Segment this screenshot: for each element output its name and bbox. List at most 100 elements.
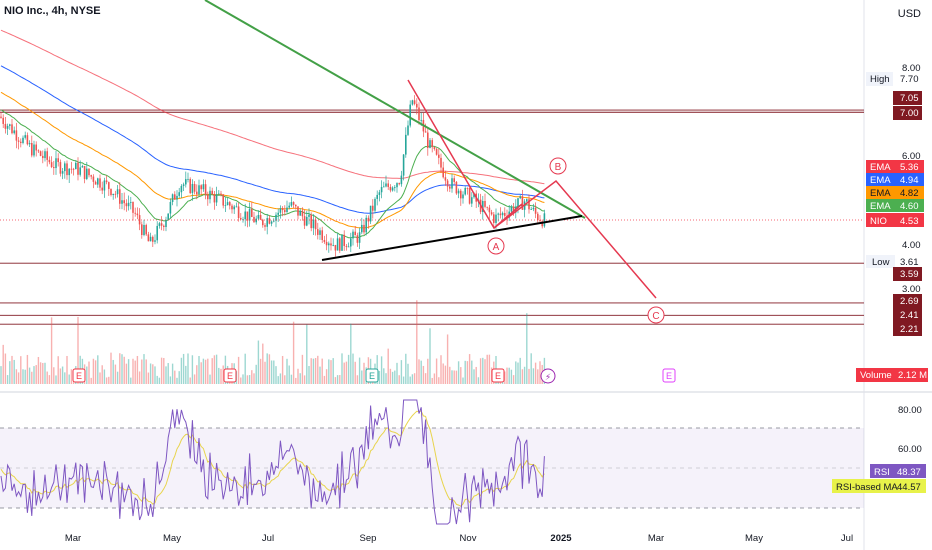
volume-bar — [519, 357, 521, 384]
candle-body — [202, 184, 205, 190]
volume-bar — [211, 358, 213, 384]
candle-body — [493, 214, 495, 223]
volume-bar — [455, 370, 458, 384]
volume-bar — [416, 300, 418, 384]
wave-label-a: A — [487, 237, 505, 255]
volume-bar — [86, 366, 88, 384]
candle-body — [530, 209, 532, 210]
volume-bar — [108, 376, 110, 384]
earnings-markers[interactable]: E E E E E ⚡ — [72, 368, 676, 384]
time-tick-nov: Nov — [460, 533, 477, 544]
candle-body — [462, 194, 464, 199]
volume-bar — [121, 354, 123, 384]
volume-bar — [213, 355, 216, 384]
volume-bar — [378, 370, 381, 384]
volume-bar — [92, 358, 95, 384]
candle-body — [537, 213, 539, 221]
volume-bar — [196, 365, 198, 384]
candle-body — [160, 223, 163, 226]
level-tag-221: 2.21 — [893, 322, 922, 336]
volume-bar — [482, 357, 484, 384]
candle-body — [169, 201, 172, 214]
candle-body — [323, 239, 326, 242]
volume-bar — [275, 366, 277, 384]
svg-text:48.37: 48.37 — [897, 467, 921, 478]
volume-bar — [55, 375, 57, 384]
volume-bar — [176, 377, 178, 384]
volume-bar — [37, 356, 40, 384]
svg-text:4.60: 4.60 — [900, 201, 919, 212]
volume-bar — [336, 375, 339, 384]
symbol-title[interactable]: NIO Inc., 4h, NYSE — [4, 5, 101, 17]
volume-bar — [363, 362, 365, 384]
price-tick-6: 6.00 — [902, 151, 921, 162]
volume-bar — [422, 365, 425, 384]
candle-body — [339, 238, 341, 251]
volume-bar — [385, 373, 387, 384]
volume-bar — [53, 367, 55, 384]
volume-bar — [266, 353, 268, 384]
price-tick-3: 3.00 — [902, 284, 921, 295]
candle-body — [11, 124, 13, 134]
volume-bar — [259, 358, 262, 384]
svg-text:2.69: 2.69 — [900, 296, 919, 307]
candle-body — [321, 230, 323, 240]
candle-body — [413, 100, 416, 104]
candle-body — [424, 131, 427, 133]
candle-body — [134, 212, 136, 214]
candle-body — [88, 168, 90, 176]
volume-bar — [334, 377, 337, 384]
time-tick-sep: Sep — [360, 533, 377, 544]
candle-body — [519, 196, 521, 199]
volume-bar — [50, 317, 53, 384]
candle-body — [391, 187, 394, 191]
currency-label[interactable]: USD — [897, 8, 921, 20]
volume-bar — [178, 371, 180, 384]
candle-body — [473, 193, 475, 198]
svg-text:5.36: 5.36 — [900, 162, 919, 173]
candle-body — [130, 201, 132, 203]
volume-bar — [110, 352, 112, 384]
lightning-icon: ⚡ — [545, 373, 551, 383]
candle-body — [26, 135, 29, 145]
candle-body — [57, 158, 59, 163]
volume-bar — [521, 369, 524, 384]
svg-text:EMA: EMA — [870, 188, 891, 199]
volume-bar — [312, 358, 315, 384]
svg-text:A: A — [493, 242, 500, 253]
volume-bar — [284, 375, 286, 384]
candle-body — [255, 218, 257, 223]
ascending-trendline[interactable] — [321, 215, 583, 261]
volume-bar — [163, 357, 165, 384]
volume-bar — [387, 348, 389, 384]
volume-bar — [11, 355, 13, 384]
volume-bar — [101, 365, 103, 384]
candle-body — [512, 206, 515, 213]
candle-body — [325, 241, 328, 246]
volume-bar — [328, 359, 330, 384]
volume-bar — [68, 374, 70, 384]
wave-projection[interactable] — [407, 79, 657, 299]
ema-tag-green: EMA 4.60 — [866, 199, 924, 212]
volume-bar — [174, 370, 176, 384]
volume-bar — [255, 364, 257, 384]
candle-body — [17, 140, 20, 142]
time-tick-may: May — [163, 533, 181, 544]
candle-body — [387, 183, 389, 187]
earnings-marker-0 — [72, 368, 86, 383]
candle-body — [66, 163, 68, 176]
rsi-tick-60: 60.00 — [898, 444, 922, 455]
volume-bar — [343, 362, 345, 384]
candle-body — [449, 186, 451, 189]
volume-bar — [317, 355, 319, 384]
volume-bar — [462, 377, 464, 384]
candle-body — [233, 206, 235, 210]
candle-body — [455, 181, 458, 194]
candle-body — [108, 182, 110, 189]
candle-body — [486, 206, 488, 208]
candle-body — [15, 130, 18, 141]
descending-trendline[interactable] — [204, 0, 586, 219]
candle-body — [149, 236, 152, 242]
volume-bar — [308, 366, 310, 384]
